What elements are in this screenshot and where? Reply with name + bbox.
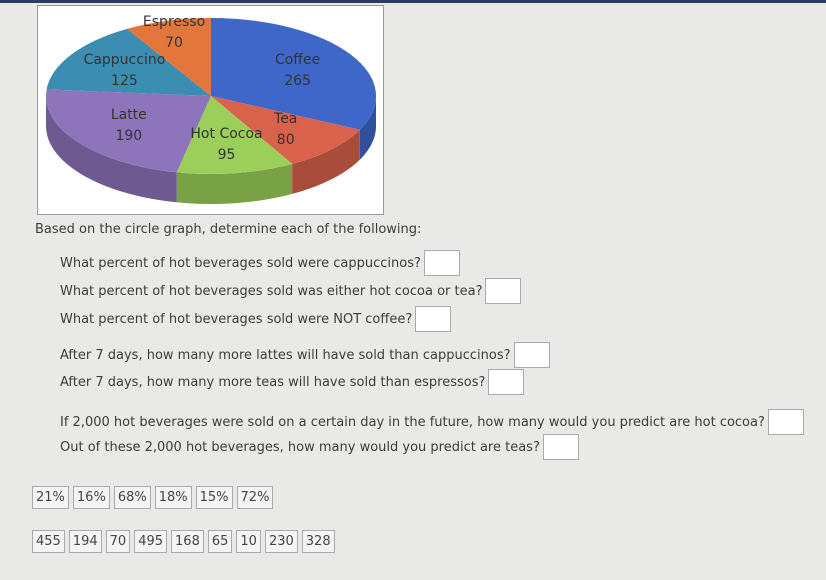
slice-side bbox=[359, 96, 376, 160]
answer-tile[interactable]: 68% bbox=[113, 486, 151, 509]
question: If 2,000 hot beverages were sold on a ce… bbox=[60, 409, 804, 435]
slice-value: 190 bbox=[115, 128, 142, 144]
instructions: Based on the circle graph, determine eac… bbox=[35, 222, 422, 237]
slice-label: Espresso bbox=[143, 14, 205, 30]
slice bbox=[46, 28, 212, 96]
answer-tile[interactable]: 70 bbox=[105, 530, 131, 553]
slice-label: Coffee bbox=[275, 52, 320, 68]
question: What percent of hot beverages sold were … bbox=[60, 306, 452, 332]
answer-bank: 455 194 70 495 168 65 10 230 328 bbox=[32, 530, 335, 553]
question: After 7 days, how many more lattes will … bbox=[60, 342, 550, 368]
question: Out of these 2,000 hot beverages, how ma… bbox=[60, 434, 579, 460]
slice-value: 95 bbox=[218, 147, 236, 163]
slice-side bbox=[292, 129, 360, 194]
slice-value: 125 bbox=[111, 73, 138, 89]
question-text: What percent of hot beverages sold was e… bbox=[60, 283, 483, 299]
answer-tile[interactable]: 495 bbox=[134, 530, 168, 553]
slice-label: Latte bbox=[111, 107, 147, 123]
answer-tile[interactable]: 16% bbox=[72, 486, 110, 509]
slice-value: 80 bbox=[277, 132, 295, 148]
answer-tile[interactable]: 10 bbox=[236, 530, 261, 553]
answer-tile[interactable]: 328 bbox=[301, 530, 335, 553]
question: After 7 days, how many more teas will ha… bbox=[60, 369, 525, 395]
answer-tile[interactable]: 21% bbox=[32, 486, 69, 509]
answer-box[interactable] bbox=[415, 306, 452, 332]
slice bbox=[127, 18, 211, 96]
question-text: What percent of hot beverages sold were … bbox=[60, 311, 413, 327]
answer-tile[interactable]: 65 bbox=[207, 530, 233, 553]
slice-value: 70 bbox=[165, 35, 183, 51]
top-bar bbox=[0, 0, 826, 3]
chart-frame: Coffee 265 Tea 80 Hot Cocoa 95 Latte 190 Cappucc… bbox=[37, 5, 384, 215]
answer-box[interactable] bbox=[485, 278, 522, 304]
slice-label: Hot Cocoa bbox=[190, 126, 262, 142]
answer-box[interactable] bbox=[488, 369, 525, 395]
question-text: Out of these 2,000 hot beverages, how ma… bbox=[60, 439, 540, 455]
answer-box[interactable] bbox=[767, 409, 804, 435]
question: What percent of hot beverages sold was e… bbox=[60, 278, 522, 304]
answer-box[interactable] bbox=[542, 434, 579, 460]
slice-side bbox=[176, 163, 293, 204]
answer-tile[interactable]: 18% bbox=[154, 486, 192, 509]
question-text: After 7 days, how many more lattes will … bbox=[60, 347, 511, 363]
slice bbox=[176, 96, 293, 174]
answer-tile[interactable]: 230 bbox=[264, 530, 298, 553]
answer-tile[interactable]: 455 bbox=[32, 530, 65, 553]
slice-label: Cappuccino bbox=[84, 52, 166, 68]
question-text: What percent of hot beverages sold were … bbox=[60, 255, 421, 271]
question: What percent of hot beverages sold were … bbox=[60, 250, 460, 276]
answer-bank: 21% 16% 68% 18% 15% 72% bbox=[32, 486, 274, 509]
slice-value: 265 bbox=[284, 73, 311, 89]
answer-tile[interactable]: 72% bbox=[236, 486, 274, 509]
slice bbox=[211, 18, 376, 130]
slice bbox=[45, 89, 211, 173]
answer-box[interactable] bbox=[423, 250, 460, 276]
slice-label: Tea bbox=[273, 111, 297, 127]
slice bbox=[211, 96, 360, 164]
slice-side bbox=[46, 96, 177, 203]
answer-tile[interactable]: 168 bbox=[171, 530, 204, 553]
pie-chart: Coffee 265 Tea 80 Hot Cocoa 95 Latte 190 Cappucc… bbox=[45, 14, 376, 204]
question-text: If 2,000 hot beverages were sold on a ce… bbox=[60, 414, 765, 430]
answer-tile[interactable]: 15% bbox=[195, 486, 233, 509]
answer-tile[interactable]: 194 bbox=[68, 530, 102, 553]
answer-box[interactable] bbox=[513, 342, 550, 368]
question-text: After 7 days, how many more teas will ha… bbox=[60, 374, 486, 390]
